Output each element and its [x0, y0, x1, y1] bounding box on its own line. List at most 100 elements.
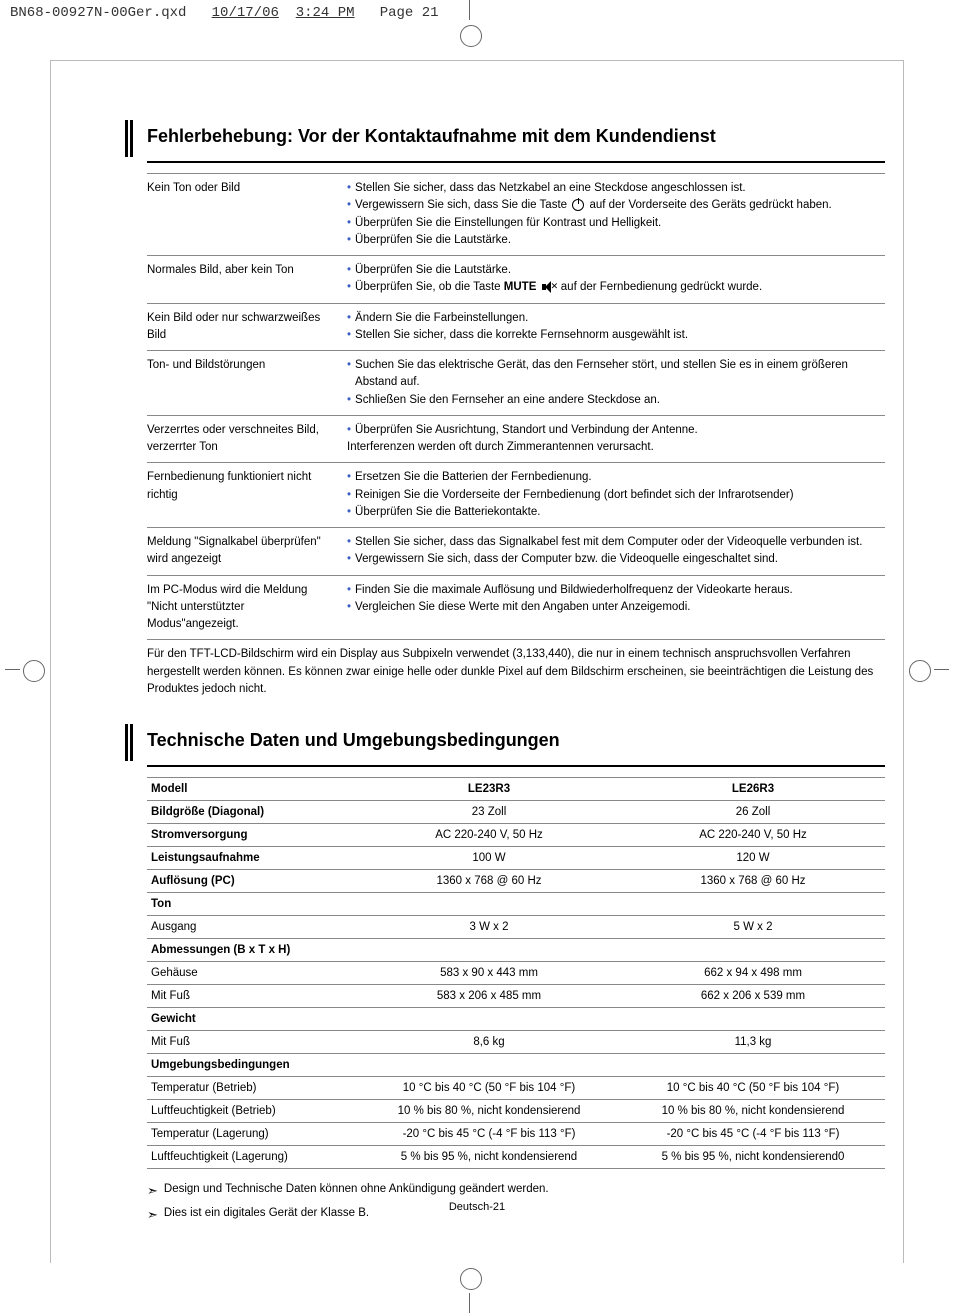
bullet-dot-icon: •	[347, 392, 351, 409]
spec-row: Bildgröße (Diagonal)23 Zoll26 Zoll	[147, 801, 885, 824]
spec-value-cell: 5 W x 2	[621, 916, 885, 939]
spec-label-cell: Ausgang	[147, 916, 357, 939]
bullet-dot-icon: •	[347, 215, 351, 232]
troubleshoot-row: Fernbedienung funktioniert nicht richtig…	[147, 463, 885, 528]
crop-mark-top	[460, 0, 480, 50]
page-footer: Deutsch-21	[0, 1201, 954, 1213]
spec-value-cell: 583 x 90 x 443 mm	[357, 962, 621, 985]
solution-text: Ändern Sie die Farbeinstellungen.	[355, 310, 528, 327]
solution-line: •Stellen Sie sicher, dass die korrekte F…	[347, 327, 885, 344]
spec-label-cell: Gehäuse	[147, 962, 357, 985]
spec-value-cell: 8,6 kg	[357, 1031, 621, 1054]
spec-value-cell	[357, 939, 621, 962]
solution-cell: •Überprüfen Sie Ausrichtung, Standort un…	[347, 422, 885, 457]
section2-title: Technische Daten und Umgebungsbedingunge…	[147, 724, 885, 761]
solution-line: •Stellen Sie sicher, dass das Signalkabe…	[347, 534, 885, 551]
spec-row: Mit Fuß583 x 206 x 485 mm662 x 206 x 539…	[147, 985, 885, 1008]
bullet-dot-icon: •	[347, 180, 351, 197]
solution-line: •Suchen Sie das elektrische Gerät, das d…	[347, 357, 885, 392]
problem-cell: Ton- und Bildstörungen	[147, 357, 347, 409]
troubleshoot-row: Im PC-Modus wird die Meldung "Nicht unte…	[147, 576, 885, 641]
spec-row: Luftfeuchtigkeit (Lagerung)5 % bis 95 %,…	[147, 1146, 885, 1169]
section2-header: Technische Daten und Umgebungsbedingunge…	[125, 724, 885, 761]
spec-table: ModellLE23R3LE26R3Bildgröße (Diagonal)23…	[147, 777, 885, 1169]
solution-cell: •Stellen Sie sicher, dass das Netzkabel …	[347, 180, 885, 249]
section1-footnote: Für den TFT-LCD-Bildschirm wird ein Disp…	[147, 640, 885, 698]
spec-row: Luftfeuchtigkeit (Betrieb)10 % bis 80 %,…	[147, 1100, 885, 1123]
frame-line-left	[50, 60, 51, 1263]
spec-value-cell: 662 x 206 x 539 mm	[621, 985, 885, 1008]
solution-line: •Vergewissern Sie sich, dass der Compute…	[347, 551, 885, 568]
spec-value-cell: 100 W	[357, 847, 621, 870]
page-content: Fehlerbehebung: Vor der Kontaktaufnahme …	[125, 120, 885, 1230]
solution-line: •Überprüfen Sie die Einstellungen für Ko…	[347, 215, 885, 232]
spec-value-cell	[621, 893, 885, 916]
bullet-dot-icon: •	[347, 487, 351, 504]
spec-value-cell	[357, 893, 621, 916]
spec-value-cell: AC 220-240 V, 50 Hz	[621, 824, 885, 847]
problem-cell: Meldung "Signalkabel überprüfen" wird an…	[147, 534, 347, 569]
spec-value-cell	[621, 1054, 885, 1077]
spec-value-cell: 3 W x 2	[357, 916, 621, 939]
solution-line: •Ändern Sie die Farbeinstellungen.	[347, 310, 885, 327]
solution-text: Überprüfen Sie, ob die Taste MUTE ✕ auf …	[355, 279, 762, 296]
solution-line: •Reinigen Sie die Vorderseite der Fernbe…	[347, 487, 885, 504]
spec-header-cell: LE23R3	[357, 778, 621, 801]
title-bar-icon	[125, 120, 133, 157]
solution-cell: •Überprüfen Sie die Lautstärke.•Überprüf…	[347, 262, 885, 297]
print-header: BN68-00927N-00Ger.qxd 10/17/06 3:24 PM P…	[10, 5, 439, 21]
solution-text: Überprüfen Sie die Lautstärke.	[355, 262, 511, 279]
spec-value-cell	[357, 1054, 621, 1077]
section2-underline	[147, 765, 885, 767]
bullet-dot-icon: •	[347, 504, 351, 521]
solution-text: Stellen Sie sicher, dass das Netzkabel a…	[355, 180, 746, 197]
spec-value-cell: 1360 x 768 @ 60 Hz	[357, 870, 621, 893]
spec-value-cell	[621, 1008, 885, 1031]
frame-line-right	[903, 60, 904, 1263]
bullet-dot-icon: •	[347, 232, 351, 249]
troubleshoot-row: Verzerrtes oder verschneites Bild, verze…	[147, 416, 885, 464]
solution-line: •Finden Sie die maximale Auflösung und B…	[347, 582, 885, 599]
spec-value-cell: 10 °C bis 40 °C (50 °F bis 104 °F)	[357, 1077, 621, 1100]
spec-row: Leistungsaufnahme100 W120 W	[147, 847, 885, 870]
problem-cell: Normales Bild, aber kein Ton	[147, 262, 347, 297]
problem-cell: Verzerrtes oder verschneites Bild, verze…	[147, 422, 347, 457]
spec-header-cell: LE26R3	[621, 778, 885, 801]
spec-value-cell: 26 Zoll	[621, 801, 885, 824]
solution-text: Überprüfen Sie die Batteriekontakte.	[355, 504, 540, 521]
spec-row: Gehäuse583 x 90 x 443 mm662 x 94 x 498 m…	[147, 962, 885, 985]
bullet-dot-icon: •	[347, 279, 351, 296]
bullet-dot-icon: •	[347, 327, 351, 344]
solution-text: Suchen Sie das elektrische Gerät, das de…	[355, 357, 885, 392]
solution-cell: •Stellen Sie sicher, dass das Signalkabe…	[347, 534, 885, 569]
solution-line: •Überprüfen Sie die Batteriekontakte.	[347, 504, 885, 521]
print-date: 10/17/06	[212, 5, 279, 21]
solution-text: Stellen Sie sicher, dass die korrekte Fe…	[355, 327, 688, 344]
bullet-dot-icon: •	[347, 357, 351, 392]
spec-value-cell: AC 220-240 V, 50 Hz	[357, 824, 621, 847]
solution-text: Reinigen Sie die Vorderseite der Fernbed…	[355, 487, 794, 504]
spec-label-cell: Mit Fuß	[147, 1031, 357, 1054]
print-time: 3:24 PM	[296, 5, 355, 21]
solution-line: •Überprüfen Sie die Lautstärke.	[347, 262, 885, 279]
bullet-dot-icon: •	[347, 310, 351, 327]
spec-value-cell	[357, 1008, 621, 1031]
bullet-dot-icon: •	[347, 422, 351, 439]
troubleshoot-row: Meldung "Signalkabel überprüfen" wird an…	[147, 528, 885, 576]
spec-value-cell: 583 x 206 x 485 mm	[357, 985, 621, 1008]
spec-value-cell: 120 W	[621, 847, 885, 870]
spec-label-cell: Luftfeuchtigkeit (Betrieb)	[147, 1100, 357, 1123]
solution-line: Interferenzen werden oft durch Zimmerant…	[347, 439, 885, 456]
spec-row: Ton	[147, 893, 885, 916]
solution-line: •Vergleichen Sie diese Werte mit den Ang…	[347, 599, 885, 616]
solution-line: •Stellen Sie sicher, dass das Netzkabel …	[347, 180, 885, 197]
spec-value-cell: 5 % bis 95 %, nicht kondensierend	[357, 1146, 621, 1169]
spec-header-cell: Modell	[147, 778, 357, 801]
solution-text: Vergewissern Sie sich, dass der Computer…	[355, 551, 778, 568]
troubleshoot-row: Kein Ton oder Bild•Stellen Sie sicher, d…	[147, 173, 885, 256]
bullet-dot-icon: •	[347, 534, 351, 551]
spec-row: Umgebungsbedingungen	[147, 1054, 885, 1077]
solution-cell: •Finden Sie die maximale Auflösung und B…	[347, 582, 885, 634]
bullet-dot-icon: •	[347, 599, 351, 616]
solution-cell: •Suchen Sie das elektrische Gerät, das d…	[347, 357, 885, 409]
